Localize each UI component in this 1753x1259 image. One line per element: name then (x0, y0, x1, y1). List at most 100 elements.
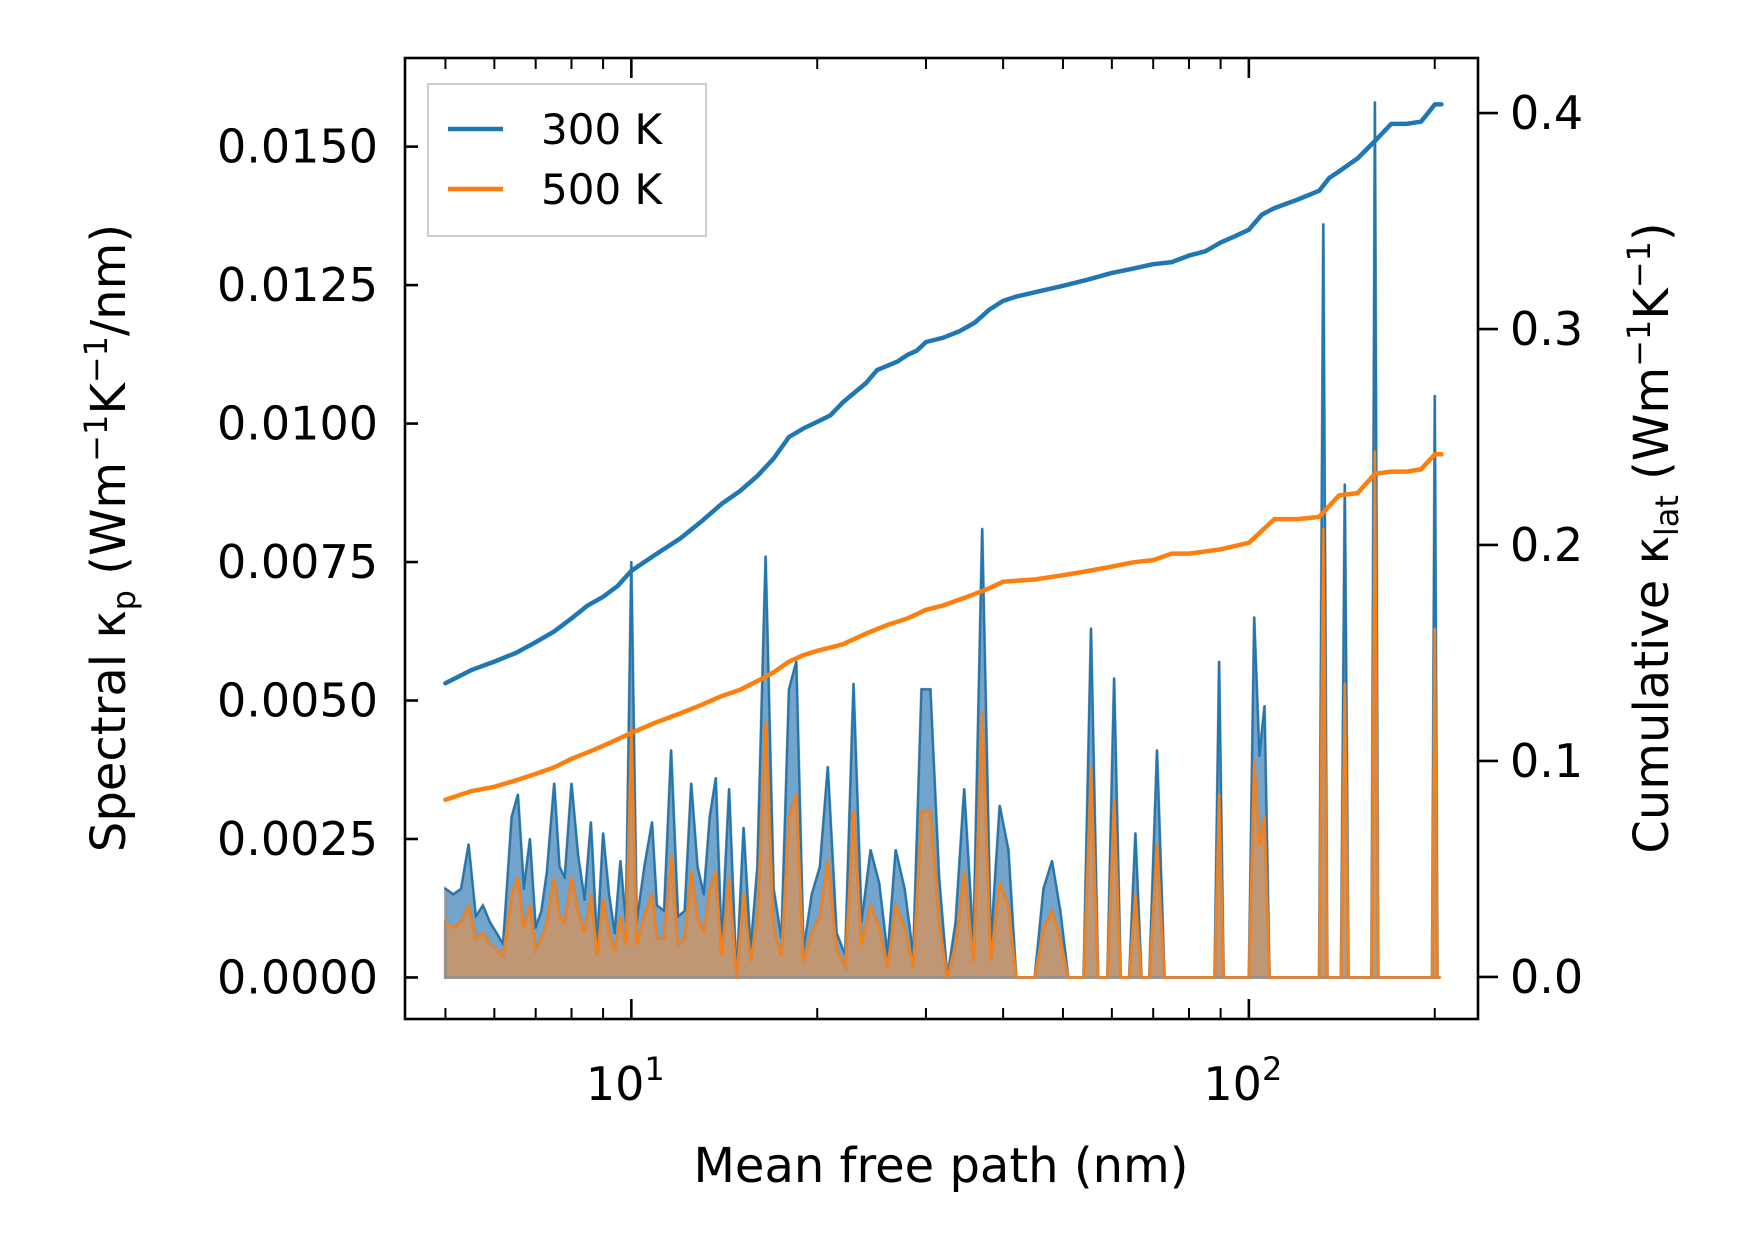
cumulative-point-300k (1001, 299, 1005, 303)
spectral-point-500k (1268, 976, 1271, 979)
spectral-point-500k (1226, 976, 1230, 979)
spectral-point-300k (869, 849, 872, 852)
cumulative-point-300k (1233, 235, 1237, 238)
spectral-point-500k (488, 943, 491, 946)
cumulative-point-500k (700, 703, 703, 706)
spectral-point-300k (1042, 887, 1045, 890)
spectral-point-500k (690, 871, 693, 874)
right-axis-title-superscript: −1 (1620, 241, 1658, 288)
cumulative-point-500k (1390, 470, 1393, 473)
spectral-point-300k (643, 865, 646, 868)
spectral-point-300k (1007, 849, 1010, 852)
spectral-point-300k (1253, 616, 1256, 619)
spectral-point-300k (920, 688, 923, 691)
spectral-point-300k (583, 898, 586, 902)
spectral-point-500k (1089, 765, 1093, 769)
cumulative-point-500k (756, 679, 759, 683)
right-y-tick-label: 0.2 (1510, 518, 1583, 572)
cumulative-point-500k (1033, 578, 1036, 581)
cumulative-point-300k (1405, 122, 1408, 126)
spectral-point-500k (663, 937, 666, 940)
spectral-point-500k (810, 932, 813, 935)
spectral-point-500k (577, 909, 580, 913)
spectral-point-300k (577, 854, 580, 857)
x-tick-label-exponent: 1 (644, 1050, 664, 1088)
spectral-point-500k (920, 810, 923, 813)
spectral-point-500k (972, 959, 975, 962)
spectral-point-500k (635, 943, 638, 946)
legend: 300 K 500 K (427, 83, 707, 237)
left-axis-title-part: (Wm (81, 462, 137, 590)
spectral-point-500k (728, 876, 731, 879)
spectral-point-500k (619, 915, 622, 918)
cumulative-point-500k (1337, 494, 1341, 497)
right-axis-title: Cumulative κlat (Wm−1K−1) (1620, 222, 1686, 853)
cumulative-point-300k (1318, 189, 1321, 192)
cumulative-point-500k (493, 785, 496, 788)
spectral-point-300k (742, 826, 745, 830)
cumulative-point-300k (816, 420, 819, 424)
spectral-point-500k (1370, 976, 1373, 979)
spectral-point-300k (764, 555, 767, 558)
spectral-point-500k (624, 943, 628, 946)
cumulative-point-500k (1296, 517, 1300, 521)
right-y-tick-label: 0.4 (1510, 86, 1583, 140)
spectral-point-300k (1155, 749, 1159, 752)
right-axis-title-part: K (1624, 287, 1680, 320)
spectral-point-300k (938, 876, 941, 879)
spectral-point-300k (589, 821, 593, 824)
spectral-point-500k (683, 937, 686, 940)
spectral-point-500k (1339, 976, 1343, 979)
spectral-point-500k (989, 959, 992, 962)
spectral-point-300k (488, 921, 491, 924)
spectral-point-500k (1322, 527, 1325, 530)
cumulative-point-500k (1440, 453, 1443, 456)
spectral-point-300k (460, 887, 463, 890)
cumulative-point-300k (756, 474, 759, 478)
cumulative-point-500k (738, 688, 742, 691)
cumulative-point-500k (1318, 515, 1321, 519)
right-axis-title-subscript: lat (1648, 495, 1686, 536)
spectral-point-500k (714, 871, 717, 874)
left-axis-title-part: Spectral κ (81, 610, 137, 852)
left-axis-title-superscript: −1 (77, 415, 115, 462)
x-axis-title: Mean free path (nm) (694, 1138, 1189, 1194)
spectral-point-300k (444, 887, 447, 890)
cumulative-point-300k (679, 537, 682, 540)
cumulative-point-300k (942, 336, 945, 339)
spectral-point-500k (1222, 976, 1225, 979)
spectral-point-300k (619, 860, 622, 863)
spectral-point-300k (630, 560, 633, 564)
spectral-point-500k (655, 937, 659, 940)
spectral-point-300k (516, 793, 520, 796)
legend-label-500k: 500 K (541, 165, 664, 214)
legend-label-300k: 300 K (541, 105, 664, 154)
spectral-point-500k (981, 710, 984, 713)
spectral-point-300k (1343, 483, 1346, 486)
spectral-point-500k (1106, 976, 1109, 979)
spectral-point-500k (1042, 926, 1045, 929)
spectral-point-300k (708, 815, 711, 818)
cumulative-point-500k (1373, 472, 1377, 475)
spectral-point-500k (481, 932, 484, 935)
spectral-point-500k (570, 876, 573, 879)
spectral-point-500k (696, 915, 699, 918)
cumulative-point-500k (841, 643, 844, 646)
spectral-point-500k (802, 959, 805, 962)
spectral-point-500k (1439, 976, 1442, 979)
left-y-tick-label: 0.0000 (217, 950, 378, 1004)
cumulative-point-300k (534, 641, 537, 644)
spectral-point-500k (528, 904, 532, 907)
spectral-point-500k (1075, 976, 1078, 979)
spectral-point-500k (1436, 976, 1439, 979)
spectral-point-500k (772, 926, 775, 929)
spectral-point-300k (676, 915, 680, 918)
spectral-point-300k (981, 527, 984, 530)
cumulative-point-500k (1170, 552, 1173, 555)
spectral-point-500k (708, 887, 711, 890)
cumulative-point-300k (896, 360, 899, 363)
left-axis-title-superscript: −1 (77, 336, 115, 383)
spectral-point-300k (510, 815, 513, 818)
spectral-point-300k (1218, 660, 1221, 663)
